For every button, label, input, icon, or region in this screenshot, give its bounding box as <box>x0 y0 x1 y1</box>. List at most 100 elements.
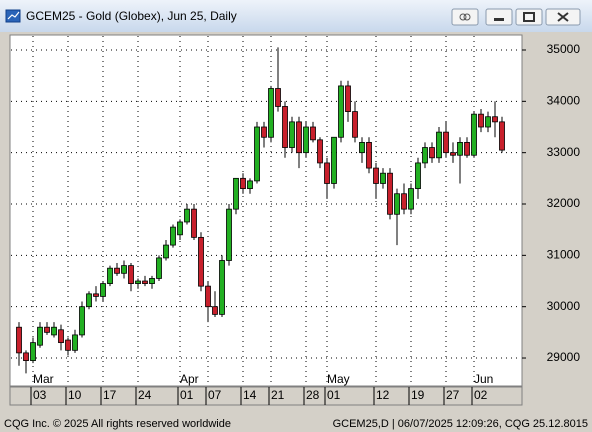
x-tick-label: 02 <box>474 388 488 402</box>
candle-body <box>51 326 57 336</box>
y-tick-label: 34000 <box>547 94 581 108</box>
candle-body <box>478 113 484 128</box>
candle-body <box>317 139 323 164</box>
month-label: Mar <box>33 372 54 386</box>
candle-body <box>415 162 421 190</box>
candle-body <box>261 126 267 138</box>
candle-body <box>72 334 78 351</box>
y-tick-label: 32000 <box>547 196 581 210</box>
app-icon-glyph <box>7 11 20 20</box>
candle-body <box>401 193 407 210</box>
candle-body <box>436 131 442 159</box>
candle-body <box>233 177 239 210</box>
link-glyph <box>463 13 471 21</box>
candle-body <box>443 131 449 154</box>
candle-body <box>387 172 393 215</box>
x-tick-label: 28 <box>306 388 320 402</box>
x-tick-label: 01 <box>180 388 194 402</box>
minimize-glyph <box>494 18 504 21</box>
date-axis <box>9 386 523 406</box>
x-tick-label: 07 <box>208 388 222 402</box>
candle-body <box>471 113 477 156</box>
candle-body <box>380 172 386 184</box>
candle-body <box>331 136 337 184</box>
candle-body <box>366 141 372 169</box>
x-tick-label: 21 <box>271 388 285 402</box>
x-tick-label: 24 <box>138 388 152 402</box>
candle-body <box>212 306 218 315</box>
maximize-glyph <box>523 12 535 22</box>
x-tick-label: 03 <box>33 388 47 402</box>
candle-body <box>79 306 85 336</box>
candle-body <box>107 267 113 284</box>
candle-body <box>16 326 22 354</box>
candle-body <box>429 147 435 159</box>
candle-body <box>310 126 316 141</box>
candle-body <box>226 208 232 261</box>
y-tick-label: 29000 <box>547 350 581 364</box>
candle-body <box>352 111 358 138</box>
candle-body <box>394 193 400 215</box>
candle-body <box>359 141 365 154</box>
x-tick-label: 10 <box>68 388 82 402</box>
candle-body <box>485 116 491 128</box>
candle-body <box>135 280 141 284</box>
candle-body <box>240 177 246 190</box>
footer-left: CQG Inc. © 2025 All rights reserved worl… <box>4 418 231 430</box>
x-tick-label: 17 <box>103 388 117 402</box>
candle-body <box>345 85 351 112</box>
footer-right: GCEM25,D | 06/07/2025 12:09:26, CQG 25.1… <box>333 418 588 430</box>
candle-body <box>464 141 470 156</box>
candle-body <box>93 293 99 297</box>
candle-body <box>247 180 253 190</box>
x-tick-label: 14 <box>243 388 257 402</box>
candle-body <box>205 285 211 308</box>
month-label: May <box>327 372 350 386</box>
candle-body <box>198 236 204 287</box>
candle-body <box>282 106 288 148</box>
candle-body <box>142 280 148 284</box>
candle-body <box>156 257 162 279</box>
x-tick-label: 12 <box>376 388 390 402</box>
candle-body <box>275 88 281 107</box>
candle-body <box>100 283 106 297</box>
candle-body <box>303 126 309 154</box>
candle-body <box>254 126 260 182</box>
x-tick-label: 19 <box>411 388 425 402</box>
candle-body <box>58 329 64 344</box>
candle-body <box>184 208 190 223</box>
candle-body <box>121 265 127 274</box>
link-button[interactable] <box>451 8 479 26</box>
candle-body <box>499 121 505 151</box>
candle-body <box>289 121 295 148</box>
candle-body <box>422 147 428 164</box>
month-label: Apr <box>180 372 199 386</box>
candle-body <box>128 265 134 284</box>
candle-body <box>492 116 498 123</box>
candle-body <box>408 188 414 210</box>
maximize-button[interactable] <box>515 8 543 26</box>
y-tick-label: 35000 <box>547 42 581 56</box>
plot-area <box>9 34 523 387</box>
candle-body <box>114 267 120 274</box>
link-glyph <box>459 13 467 21</box>
candle-body <box>177 221 183 236</box>
candle-body <box>373 167 379 184</box>
month-label: Jun <box>474 372 493 386</box>
window-title: GCEM25 - Gold (Globex), Jun 25, Daily <box>26 9 237 23</box>
candle-body <box>37 326 43 346</box>
x-tick-label: 27 <box>446 388 460 402</box>
candle-body <box>44 326 50 333</box>
y-tick-label: 31000 <box>547 248 581 262</box>
minimize-button[interactable] <box>485 8 513 26</box>
candle-body <box>65 339 71 351</box>
candle-body <box>338 85 344 138</box>
candle-body <box>268 88 274 138</box>
close-glyph <box>557 12 569 22</box>
candle-body <box>219 260 225 315</box>
candle-body <box>170 226 176 246</box>
candle-body <box>457 141 463 156</box>
x-tick-label: 01 <box>327 388 341 402</box>
y-tick-label: 33000 <box>547 145 581 159</box>
